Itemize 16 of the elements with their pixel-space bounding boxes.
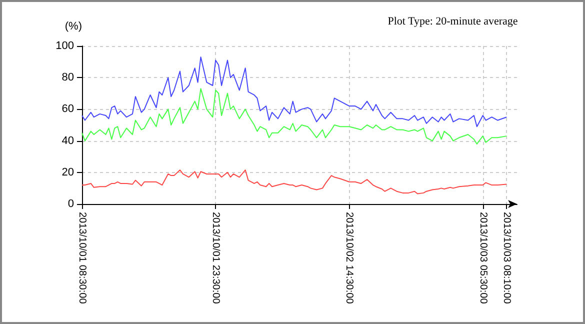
y-tick-label: 100 [56, 40, 74, 52]
x-tick-label: 2013/10/02 14:30:00 [344, 212, 355, 304]
x-tick-label: 2013/10/01 08:30:00 [76, 212, 88, 304]
y-tick-label: 40 [62, 134, 74, 147]
x-tick-label: 2013/10/03 05:30:00 [477, 212, 488, 304]
y-axis-title: (%) [64, 20, 82, 32]
y-tick-label: 20 [62, 166, 74, 178]
y-tick-label: 0 [68, 198, 74, 210]
text: Plot Type: 20-minute average [388, 16, 518, 28]
line-series [82, 88, 508, 144]
y-tick-label: 80 [62, 72, 74, 84]
x-tick-label: 2013/10/01 23:30:00 [210, 212, 222, 304]
x-tick-label: 2013/10/03 08:10:00 [501, 212, 512, 304]
y-tick-label: 60 [62, 103, 74, 116]
line-series [82, 170, 508, 194]
line-series [82, 56, 508, 128]
